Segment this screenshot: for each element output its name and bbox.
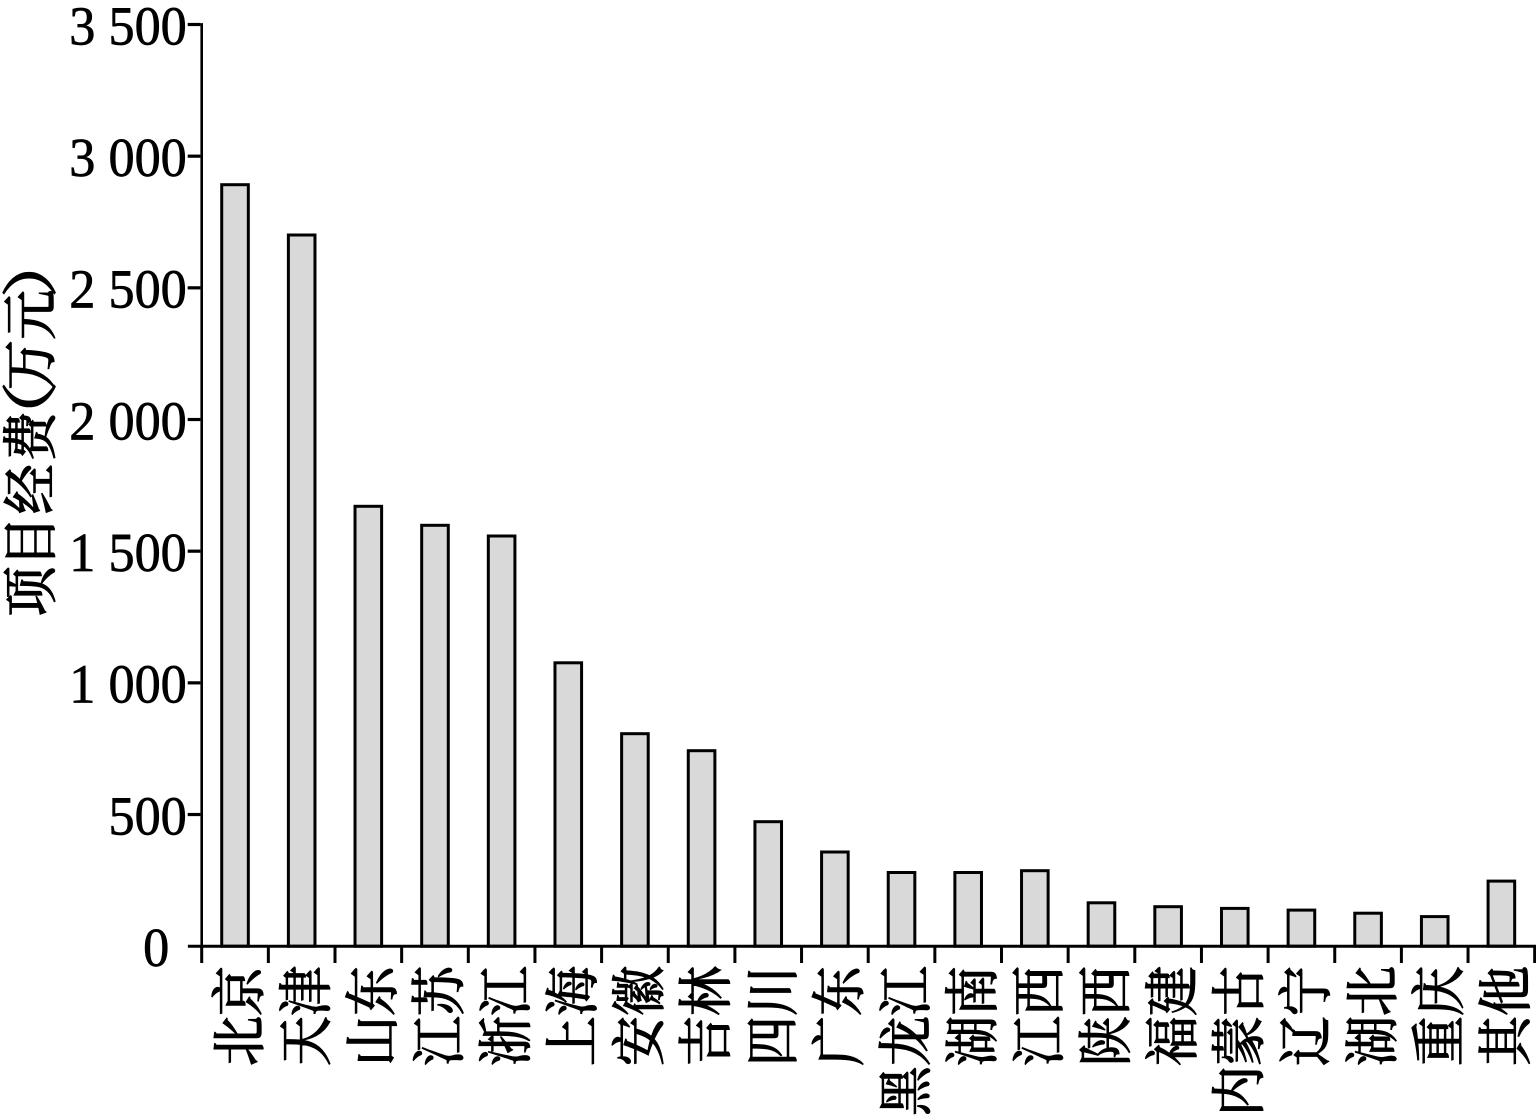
svg-text:500: 500: [108, 785, 186, 847]
svg-text:1 500: 1 500: [69, 522, 187, 584]
svg-text:1 000: 1 000: [69, 653, 187, 715]
svg-text:2 000: 2 000: [69, 390, 187, 452]
svg-text:3 000: 3 000: [69, 127, 187, 189]
svg-text:2 500: 2 500: [69, 258, 187, 320]
svg-text:3 500: 3 500: [69, 0, 187, 57]
svg-text:0: 0: [143, 917, 169, 979]
